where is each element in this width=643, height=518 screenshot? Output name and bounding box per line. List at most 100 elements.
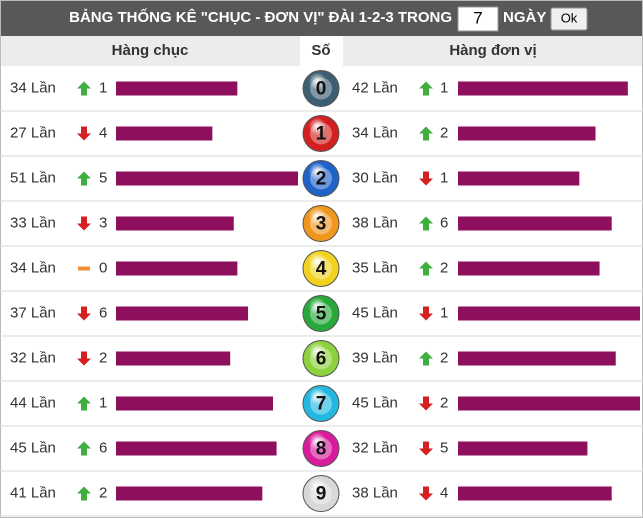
change-value: 4 <box>440 484 448 501</box>
trend-up-icon <box>419 261 433 276</box>
digit-label: 9 <box>316 484 327 505</box>
digit-ball-center <box>310 77 332 100</box>
count-bar <box>458 216 612 231</box>
count-bar <box>458 126 596 141</box>
count-bar <box>116 396 274 411</box>
change-value: 5 <box>440 439 448 456</box>
digit-ball <box>302 295 340 332</box>
change-value: 2 <box>440 394 448 411</box>
count-bar <box>458 171 580 186</box>
units-header: Hàng đơn vị <box>449 42 536 59</box>
trend-up-icon <box>77 486 91 501</box>
digit-label: 2 <box>316 169 327 190</box>
count-label: 38 Lần <box>352 484 398 501</box>
digit-ball-center <box>310 482 332 505</box>
trend-up-icon <box>419 216 433 231</box>
change-value: 2 <box>440 349 448 366</box>
digit-label: 1 <box>316 124 327 145</box>
change-value: 2 <box>99 484 107 501</box>
digit-header-cell <box>300 36 343 66</box>
digit-label: 4 <box>316 259 327 280</box>
change-value: 0 <box>99 259 107 276</box>
digit-ball <box>302 160 340 197</box>
change-value: 3 <box>99 214 107 231</box>
digit-ball <box>302 205 340 242</box>
count-label: 45 Lần <box>10 439 56 456</box>
change-value: 1 <box>440 304 448 321</box>
days-value[interactable]: 7 <box>473 8 482 27</box>
count-bar <box>116 486 263 501</box>
days-unit: NGÀY <box>503 9 546 26</box>
digit-ball <box>302 385 340 422</box>
ok-button[interactable] <box>550 7 588 31</box>
count-label: 27 Lần <box>10 124 56 141</box>
trend-down-icon <box>77 351 91 366</box>
change-value: 2 <box>440 124 448 141</box>
trend-up-icon <box>77 81 91 96</box>
change-value: 6 <box>99 304 107 321</box>
digit-ball-center <box>310 167 332 190</box>
count-bar <box>458 306 640 321</box>
digit-ball-center <box>310 212 332 235</box>
trend-down-icon <box>419 396 433 411</box>
trend-down-icon <box>77 126 91 141</box>
digit-ball <box>302 250 340 287</box>
digit-label: 5 <box>316 304 327 325</box>
count-bar <box>116 306 249 321</box>
digit-label: 8 <box>316 439 327 460</box>
trend-down-icon <box>419 171 433 186</box>
count-label: 41 Lần <box>10 484 56 501</box>
count-bar <box>116 441 277 456</box>
digit-ball <box>302 70 340 107</box>
trend-up-icon <box>419 351 433 366</box>
trend-up-icon <box>77 171 91 186</box>
count-bar <box>458 81 628 96</box>
digit-ball-center <box>310 392 332 415</box>
change-value: 1 <box>99 79 107 96</box>
change-value: 1 <box>440 79 448 96</box>
trend-down-icon <box>419 486 433 501</box>
count-label: 34 Lần <box>352 124 398 141</box>
count-label: 32 Lần <box>10 349 56 366</box>
count-bar <box>116 216 234 231</box>
trend-up-icon <box>77 441 91 456</box>
count-bar <box>458 351 616 366</box>
days-input[interactable] <box>457 6 499 32</box>
count-label: 33 Lần <box>10 214 56 231</box>
trend-down-icon <box>77 216 91 231</box>
count-label: 37 Lần <box>10 304 56 321</box>
digit-label: 3 <box>316 214 327 235</box>
digit-header: Số <box>311 42 330 59</box>
trend-down-icon <box>419 306 433 321</box>
count-label: 45 Lần <box>352 304 398 321</box>
change-value: 1 <box>99 394 107 411</box>
change-value: 6 <box>440 214 448 231</box>
trend-up-icon <box>419 81 433 96</box>
trend-up-icon <box>419 126 433 141</box>
digit-ball-center <box>310 437 332 460</box>
digit-ball-center <box>310 122 332 145</box>
trend-down-icon <box>77 306 91 321</box>
count-bar <box>116 126 213 141</box>
count-label: 42 Lần <box>352 79 398 96</box>
count-label: 35 Lần <box>352 259 398 276</box>
change-value: 4 <box>99 124 107 141</box>
ok-button-label[interactable]: Ok <box>561 10 578 25</box>
count-label: 38 Lần <box>352 214 398 231</box>
digit-ball-center <box>310 257 332 280</box>
change-value: 1 <box>440 169 448 186</box>
count-bar <box>116 81 238 96</box>
trend-up-icon <box>77 396 91 411</box>
count-bar <box>458 486 612 501</box>
change-value: 5 <box>99 169 107 186</box>
digit-ball-center <box>310 302 332 325</box>
count-bar <box>458 396 640 411</box>
change-value: 2 <box>440 259 448 276</box>
count-bar <box>458 441 588 456</box>
count-bar <box>458 261 600 276</box>
digit-ball-center <box>310 347 332 370</box>
header-bar <box>0 0 643 36</box>
count-label: 44 Lần <box>10 394 56 411</box>
count-label: 34 Lần <box>10 259 56 276</box>
